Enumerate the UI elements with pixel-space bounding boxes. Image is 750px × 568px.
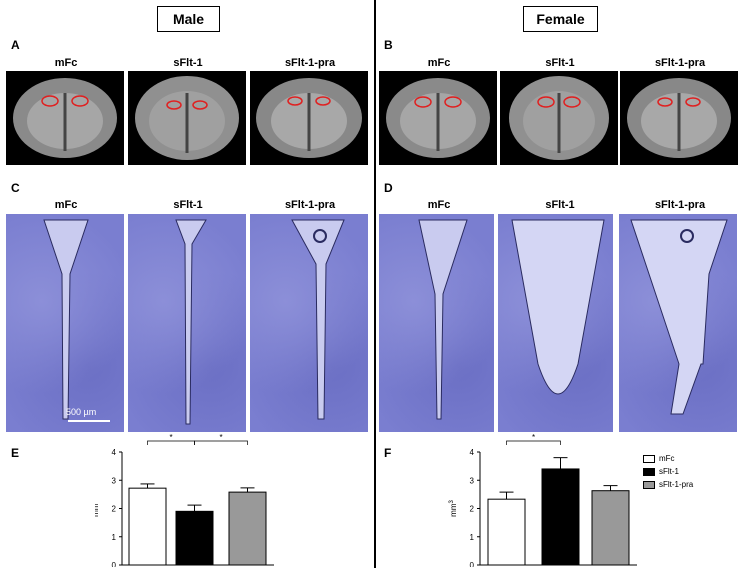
histo-male-label-mfc: mFc [54, 199, 78, 211]
histo-male-mfc: 500 µm [6, 214, 124, 432]
mri-male-label-sflt1: sFlt-1 [173, 57, 203, 69]
panel-label-a: A [11, 38, 20, 52]
female-header: Female [523, 6, 598, 32]
significance-mark: * [219, 433, 222, 442]
mri-male-sflt1 [128, 71, 246, 165]
panel-label-e: E [11, 446, 20, 460]
legend-label-sflt1: sFlt-1 [659, 467, 679, 476]
chart-e: 0 1 2 3 4 mm3 * * [95, 433, 274, 567]
histo-male-sflt1pra [250, 214, 368, 432]
histo-male-sflt1 [128, 214, 246, 432]
histo-female-label-sflt1: sFlt-1 [545, 199, 575, 211]
mri-male-mfc [6, 71, 124, 165]
panel-label-c: C [11, 181, 20, 195]
bar-sflt-1-pra [228, 491, 267, 566]
mri-female-mfc [379, 71, 497, 165]
y-tick-label: 4 [470, 448, 475, 457]
significance-mark: * [532, 433, 535, 442]
legend-item-sflt1: sFlt-1 [643, 467, 679, 476]
histo-female-mfc [379, 214, 494, 432]
panel-label-f: F [384, 446, 392, 460]
mri-male-sflt1pra [250, 71, 368, 165]
y-tick-label: 2 [470, 505, 475, 514]
mri-male-label-sflt1pra: sFlt-1-pra [284, 57, 336, 69]
y-tick-label: 4 [112, 448, 117, 457]
y-tick-label: 3 [112, 476, 117, 485]
scale-bar-label: 500 µm [66, 407, 97, 417]
y-tick-label: 1 [470, 533, 475, 542]
y-tick-label: 3 [470, 476, 475, 485]
y-axis-label: mm3 [449, 500, 458, 517]
mri-male-label-mfc: mFc [54, 57, 78, 69]
legend-item-sflt1pra: sFlt-1-pra [643, 480, 693, 489]
legend-swatch-sflt1 [643, 467, 655, 476]
female-label: Female [536, 11, 585, 27]
scale-bar [68, 420, 110, 422]
male-label: Male [172, 11, 205, 27]
panel-label-b: B [384, 38, 393, 52]
legend-swatch-mfc [643, 454, 655, 463]
histo-male-label-sflt1pra: sFlt-1-pra [284, 199, 336, 211]
mri-female-label-sflt1: sFlt-1 [545, 57, 575, 69]
y-tick-label: 1 [112, 533, 117, 542]
histo-female-sflt1pra [619, 214, 737, 432]
chart-f: 0 1 2 3 4 mm3 * [449, 433, 637, 567]
significance-mark: * [169, 433, 172, 442]
bar-sflt-1-pra [591, 490, 630, 566]
mri-female-label-sflt1pra: sFlt-1-pra [654, 57, 706, 69]
bar-sflt-1 [541, 468, 580, 566]
y-tick-label: 0 [470, 561, 475, 567]
legend-label-mfc: mFc [659, 454, 675, 463]
histo-female-label-sflt1pra: sFlt-1-pra [654, 199, 706, 211]
mri-female-sflt1pra [620, 71, 738, 165]
bar-sflt-1 [175, 510, 214, 566]
mri-female-sflt1 [500, 71, 618, 165]
y-axis-label: mm3 [95, 500, 100, 517]
y-tick-label: 0 [112, 561, 117, 567]
histo-female-sflt1 [498, 214, 613, 432]
legend-label-sflt1pra: sFlt-1-pra [659, 480, 694, 489]
significance-bracket [506, 440, 561, 445]
panel-label-d: D [384, 181, 393, 195]
y-tick-label: 2 [112, 505, 117, 514]
histo-female-label-mfc: mFc [427, 199, 451, 211]
histo-male-label-sflt1: sFlt-1 [173, 199, 203, 211]
legend-item-mfc: mFc [643, 454, 675, 463]
bar-mfc [128, 487, 167, 566]
mri-female-label-mfc: mFc [427, 57, 451, 69]
male-header: Male [157, 6, 220, 32]
section-divider [374, 0, 376, 568]
significance-bracket [194, 440, 248, 445]
bar-mfc [487, 498, 526, 566]
legend-swatch-sflt1pra [643, 480, 655, 489]
